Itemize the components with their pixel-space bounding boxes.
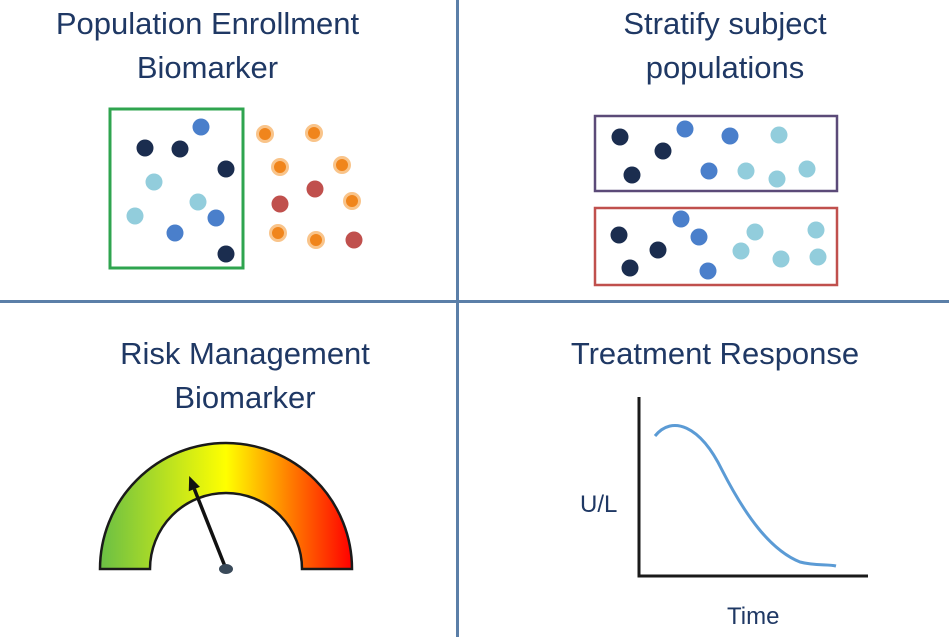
- title-line-1: Risk Management: [120, 336, 370, 371]
- medium-blue-dot: [690, 228, 708, 246]
- red-dot: [306, 180, 324, 198]
- medium-blue-dot: [207, 209, 225, 227]
- stratify-populations-title: Stratify subject populations: [560, 2, 890, 90]
- gauge-needle: [192, 488, 228, 570]
- orange-dot: [343, 192, 361, 210]
- gauge-pivot: [219, 564, 233, 574]
- y-axis-label: U/L: [580, 491, 618, 518]
- light-blue-dot: [732, 242, 750, 260]
- dark-navy-dot: [217, 160, 235, 178]
- light-blue-dot: [145, 173, 163, 191]
- light-blue-dot: [772, 250, 790, 268]
- light-blue-dot: [770, 126, 788, 144]
- population-enrollment-title: Population Enrollment Biomarker: [0, 2, 415, 90]
- orange-dot: [333, 156, 351, 174]
- orange-dot: [271, 158, 289, 176]
- stratum-box-a: [593, 114, 839, 193]
- light-blue-dot: [746, 223, 764, 241]
- light-blue-dot: [798, 160, 816, 178]
- title-line-2: Biomarker: [174, 380, 316, 415]
- medium-blue-dot: [676, 120, 694, 138]
- light-blue-dot: [768, 170, 786, 188]
- dark-navy-dot: [654, 142, 672, 160]
- orange-dot: [307, 231, 325, 249]
- x-axis-label: Time: [727, 603, 780, 630]
- orange-dot: [256, 125, 274, 143]
- gauge-needle-arrowhead: [188, 476, 200, 492]
- enrollment-box: [108, 107, 245, 270]
- light-blue-dot: [126, 207, 144, 225]
- light-blue-dot: [189, 193, 207, 211]
- risk-management-title: Risk Management Biomarker: [70, 332, 420, 420]
- dark-navy-dot: [621, 259, 639, 277]
- medium-blue-dot: [166, 224, 184, 242]
- dark-navy-dot: [217, 245, 235, 263]
- horizontal-divider: [0, 300, 949, 303]
- title-line-1: Population Enrollment: [55, 6, 360, 41]
- dark-navy-dot: [171, 140, 189, 158]
- light-blue-dot: [807, 221, 825, 239]
- dots-layer: [126, 118, 827, 280]
- dark-navy-dot: [136, 139, 154, 157]
- medium-blue-dot: [192, 118, 210, 136]
- response-curve: [653, 424, 837, 568]
- title-line-1: Stratify subject: [623, 6, 827, 41]
- red-dot: [345, 231, 363, 249]
- orange-dot: [269, 224, 287, 242]
- medium-blue-dot: [699, 262, 717, 280]
- title-line-2: populations: [645, 50, 805, 85]
- light-blue-dot: [809, 248, 827, 266]
- gauge-arc: [98, 441, 354, 571]
- medium-blue-dot: [721, 127, 739, 145]
- title-line-1: Treatment Response: [570, 336, 860, 371]
- medium-blue-dot: [700, 162, 718, 180]
- vertical-divider: [456, 0, 459, 637]
- stratum-box-b: [593, 206, 839, 287]
- medium-blue-dot: [672, 210, 690, 228]
- dark-navy-dot: [611, 128, 629, 146]
- dark-navy-dot: [610, 226, 628, 244]
- title-line-2: Biomarker: [136, 50, 279, 85]
- chart-axes: [637, 397, 868, 578]
- dark-navy-dot: [649, 241, 667, 259]
- orange-dot: [305, 124, 323, 142]
- dark-navy-dot: [623, 166, 641, 184]
- red-dot: [271, 195, 289, 213]
- treatment-response-title: Treatment Response: [540, 332, 890, 376]
- light-blue-dot: [737, 162, 755, 180]
